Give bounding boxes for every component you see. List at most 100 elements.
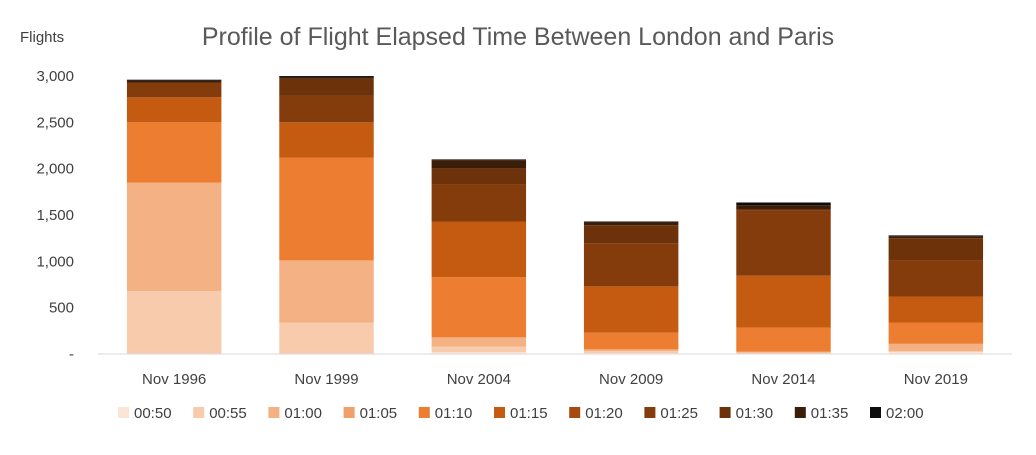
bar-segment: [584, 333, 678, 350]
legend-item: 00:50: [118, 405, 172, 422]
bar-segment: [736, 328, 830, 352]
bar-segment: [584, 244, 678, 287]
bar-segment: [736, 352, 830, 353]
bar-segment: [889, 322, 983, 343]
y-axis-label: Flights: [20, 29, 64, 46]
x-tick-label: Nov 2019: [904, 371, 968, 388]
legend-swatch: [720, 407, 731, 418]
legend-swatch: [569, 407, 580, 418]
bar-segment: [279, 322, 373, 354]
legend-swatch: [268, 407, 279, 418]
legend-item: 01:15: [494, 405, 548, 422]
bar-segment: [279, 260, 373, 322]
y-tick-label: 1,500: [36, 207, 74, 224]
bar-segment: [736, 205, 830, 209]
bar-segment: [432, 159, 526, 160]
x-tick-label: Nov 1996: [142, 371, 206, 388]
bar-segment: [279, 77, 373, 79]
bar-segment: [584, 286, 678, 332]
bar-segment: [584, 349, 678, 351]
legend-label: 01:20: [585, 405, 623, 422]
bar-stack: [584, 221, 678, 354]
x-tick-label: Nov 2009: [599, 371, 663, 388]
bar-segment: [889, 344, 983, 351]
bar-stack: [736, 202, 830, 354]
y-tick-label: 2,500: [36, 114, 74, 131]
legend-item: 01:05: [344, 405, 398, 422]
bar-segment: [279, 95, 373, 122]
legend-label: 01:25: [660, 405, 698, 422]
bar-segment: [889, 297, 983, 323]
bar-segment: [889, 236, 983, 238]
legend-item: 01:10: [419, 405, 473, 422]
bar-segment: [736, 353, 830, 354]
bar-segment: [432, 221, 526, 277]
legend-label: 01:05: [360, 405, 398, 422]
legend-swatch: [419, 407, 430, 418]
bar-segment: [889, 351, 983, 352]
bar-segment: [279, 122, 373, 157]
x-tick-label: Nov 2004: [447, 371, 511, 388]
legend-swatch: [644, 407, 655, 418]
legend-label: 01:35: [811, 405, 849, 422]
bar-segment: [889, 238, 983, 260]
bar-segment: [432, 184, 526, 221]
bar-segment: [736, 202, 830, 205]
bar-segment: [279, 158, 373, 261]
bar-segment: [432, 160, 526, 168]
bar-segment: [736, 211, 830, 276]
y-tick-label: -: [69, 346, 74, 363]
bar-segment: [432, 169, 526, 185]
legend-swatch: [193, 407, 204, 418]
legend-swatch: [344, 407, 355, 418]
bar-segment: [127, 81, 221, 83]
legend-label: 02:00: [886, 405, 924, 422]
bar-segment: [584, 225, 678, 244]
x-axis-ticks: Nov 1996 Nov 1999 Nov 2004 Nov 2009 Nov 2014…: [142, 371, 968, 388]
bar-segment: [432, 347, 526, 353]
legend-label: 01:10: [435, 405, 473, 422]
bar-segment: [127, 291, 221, 354]
x-tick-label: Nov 2014: [751, 371, 815, 388]
legend-label: 01:00: [284, 405, 322, 422]
bar-segment: [127, 183, 221, 291]
legend-label: 00:50: [134, 405, 172, 422]
bar-segment: [127, 122, 221, 182]
bar-segment: [736, 276, 830, 328]
bar-segment: [584, 221, 678, 222]
legend-label: 01:30: [736, 405, 774, 422]
legend-item: 01:25: [644, 405, 698, 422]
bar-stack: [127, 80, 221, 354]
bar-segment: [584, 222, 678, 225]
legend-item: 01:30: [720, 405, 774, 422]
y-tick-label: 500: [49, 300, 74, 317]
legend-item: 00:55: [193, 405, 247, 422]
bar-stack: [889, 235, 983, 354]
x-tick-label: Nov 1999: [294, 371, 358, 388]
bar-segment: [127, 97, 221, 122]
legend-swatch: [795, 407, 806, 418]
legend-swatch: [870, 407, 881, 418]
bar-stack: [279, 76, 373, 354]
bar-segment: [889, 260, 983, 296]
legend-label: 01:15: [510, 405, 548, 422]
legend: 00:50 00:55 01:00 01:05 01:10 01:15 01:20 01:25…: [118, 405, 924, 422]
legend-swatch: [494, 407, 505, 418]
bar-stack: [432, 159, 526, 354]
bar-segment: [127, 80, 221, 81]
chart-title: Profile of Flight Elapsed Time Between L…: [202, 23, 834, 51]
legend-label: 00:55: [209, 405, 247, 422]
y-tick-label: 1,000: [36, 253, 74, 270]
bar-segment: [127, 82, 221, 97]
legend-item: 01:35: [795, 405, 849, 422]
bar-segment: [736, 209, 830, 211]
y-tick-label: 3,000: [36, 68, 74, 85]
bar-segment: [279, 76, 373, 77]
bar-segment: [432, 337, 526, 346]
bar-segment: [279, 79, 373, 96]
legend-item: 01:20: [569, 405, 623, 422]
bar-segment: [432, 277, 526, 337]
